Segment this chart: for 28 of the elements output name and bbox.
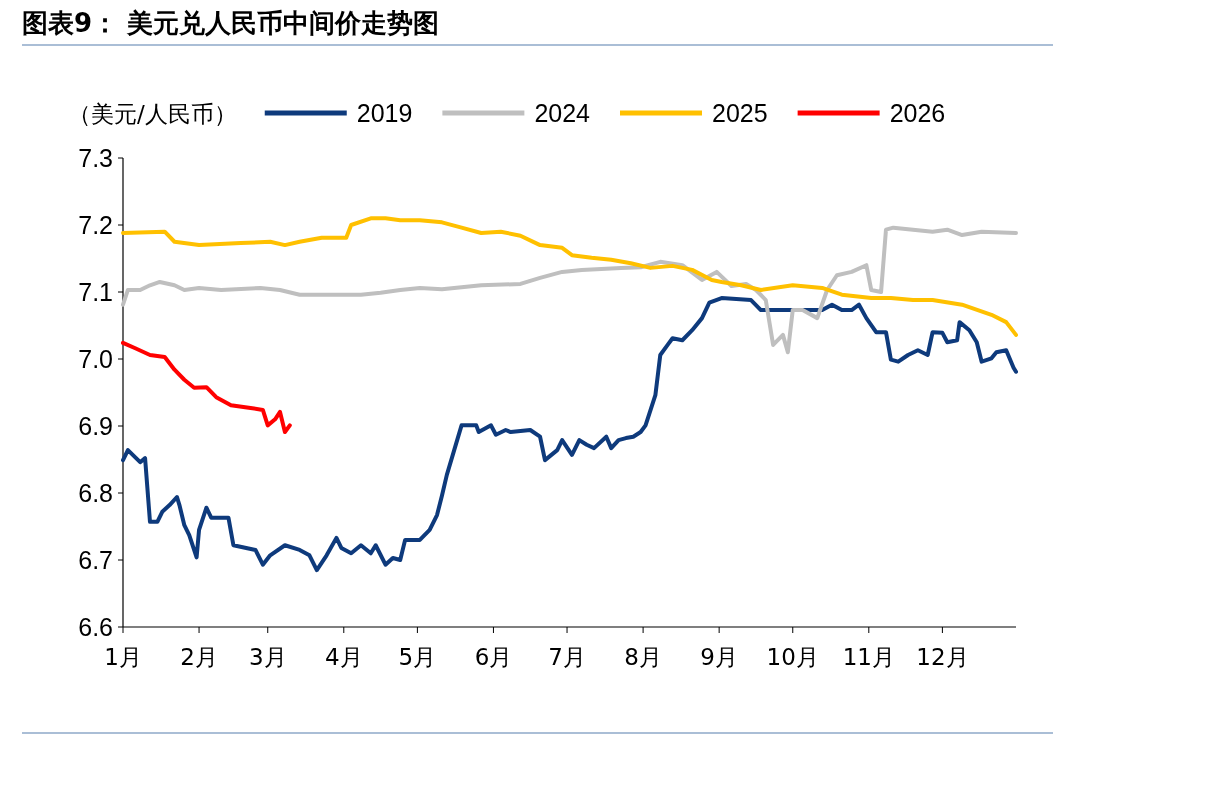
- x-tick-label: 1月: [104, 644, 142, 670]
- x-tick-label: 6月: [474, 644, 513, 670]
- x-tick-label: 3月: [248, 644, 287, 670]
- x-tick-label: 2月: [180, 644, 218, 670]
- line-series: [121, 340, 292, 435]
- y-tick-label: 7.1: [78, 278, 113, 306]
- x-tick-label: 10月: [766, 644, 819, 670]
- x-tick-label: 12月: [916, 644, 969, 670]
- y-tick-label: 6.9: [78, 412, 113, 440]
- x-tick-label: 9月: [700, 644, 738, 670]
- legend-label: 2025: [712, 99, 768, 127]
- x-tick-label: 8月: [624, 644, 662, 670]
- x-tick-label: 5月: [398, 644, 437, 670]
- x-tick-label: 11月: [842, 644, 895, 670]
- y-tick-label: 6.7: [78, 546, 113, 574]
- line-series: [121, 225, 1018, 355]
- y-tick-label: 6.8: [78, 479, 113, 507]
- y-tick-label: 7.3: [78, 144, 113, 172]
- y-tick-label: 7.0: [78, 345, 113, 373]
- legend-label: 2026: [889, 99, 946, 127]
- legend-label: 2024: [534, 99, 591, 127]
- y-tick-label: 6.6: [78, 613, 113, 641]
- x-tick-label: 7月: [548, 644, 586, 670]
- y-tick-label: 7.2: [78, 211, 113, 239]
- chart-title: 图表9： 美元兑人民币中间价走势图: [22, 8, 440, 38]
- y-axis-title: （美元/人民币）: [68, 101, 237, 127]
- x-tick-label: 4月: [324, 644, 363, 670]
- legend-label: 2019: [356, 99, 413, 127]
